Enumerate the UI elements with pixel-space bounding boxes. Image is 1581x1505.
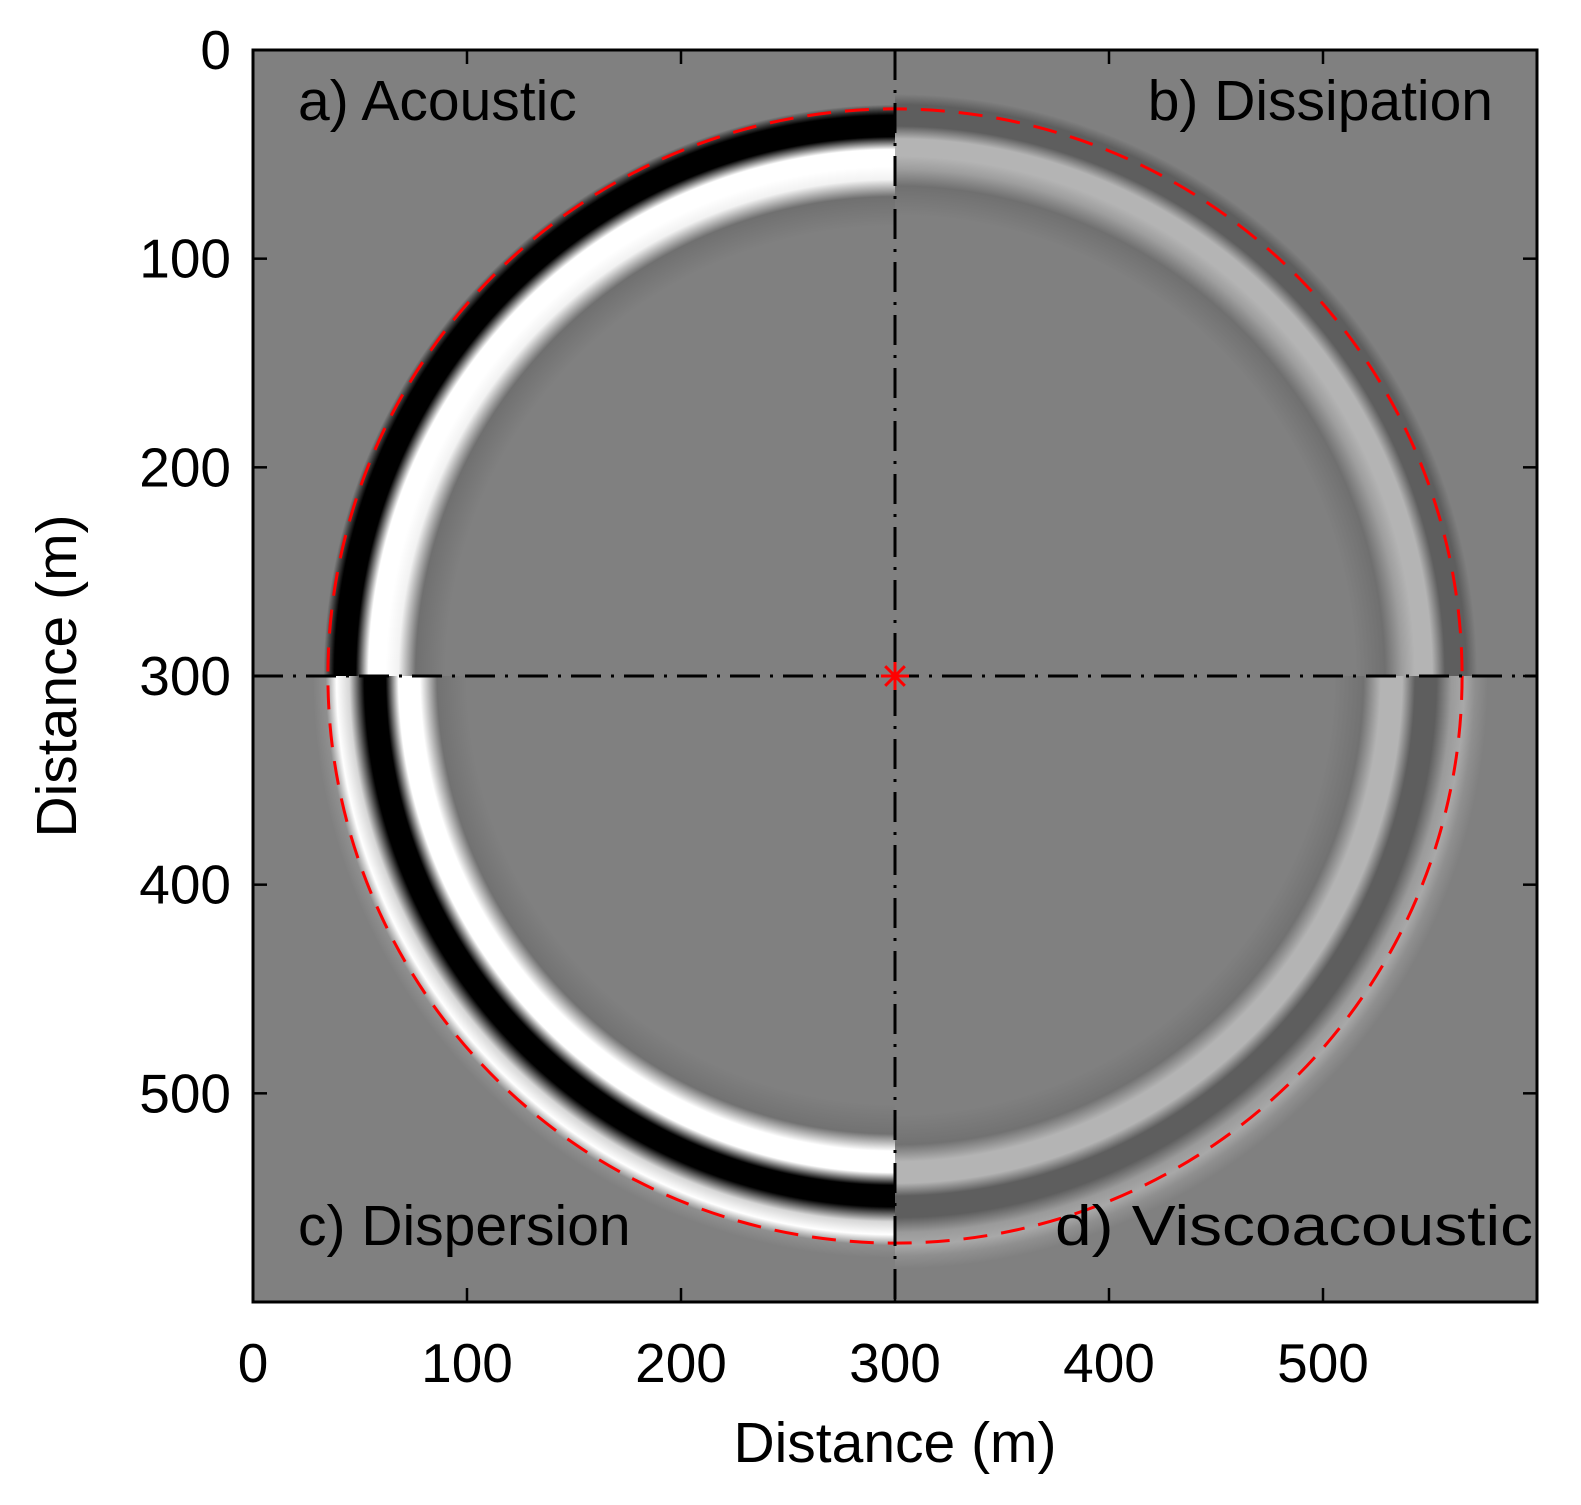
quadrant-dissipation-wavefield: [895, 50, 1537, 676]
x-tick-label: 0: [238, 1332, 269, 1394]
quadrant-dispersion-wavefield: [253, 676, 895, 1302]
x-tick-label: 500: [1277, 1332, 1369, 1394]
panel-label-acoustic: a) Acoustic: [298, 69, 577, 133]
axis-ticks: [251, 48, 1537, 1302]
source-marker-stroke-3: [884, 665, 906, 687]
quadrant-acoustic-wavefield: [253, 50, 895, 676]
panel-label-viscoacoustic: d) Viscoacoustic: [1055, 1194, 1533, 1258]
y-tick-label: 300: [139, 645, 231, 707]
x-axis-label: Distance (m): [733, 1411, 1056, 1475]
x-tick-label: 400: [1063, 1332, 1155, 1394]
y-tick-label: 400: [139, 854, 231, 916]
x-tick-labels: 0 100 200 300 400 500: [238, 1332, 1369, 1394]
panel-label-dispersion: c) Dispersion: [298, 1194, 631, 1258]
y-tick-labels: 0 100 200 300 400 500: [139, 19, 231, 1124]
x-tick-label: 200: [635, 1332, 727, 1394]
y-tick-label: 200: [139, 436, 231, 498]
plot-area: [253, 50, 1537, 1302]
y-tick-label: 500: [139, 1062, 231, 1124]
source-marker: [881, 662, 909, 690]
y-axis-label: Distance (m): [25, 514, 89, 837]
panel-label-dissipation: b) Dissipation: [1148, 69, 1493, 133]
x-tick-label: 300: [849, 1332, 941, 1394]
x-tick-label: 100: [421, 1332, 513, 1394]
y-tick-label: 100: [139, 228, 231, 290]
y-tick-label: 0: [200, 19, 231, 81]
quadrant-viscoacoustic-wavefield: [895, 676, 1537, 1302]
